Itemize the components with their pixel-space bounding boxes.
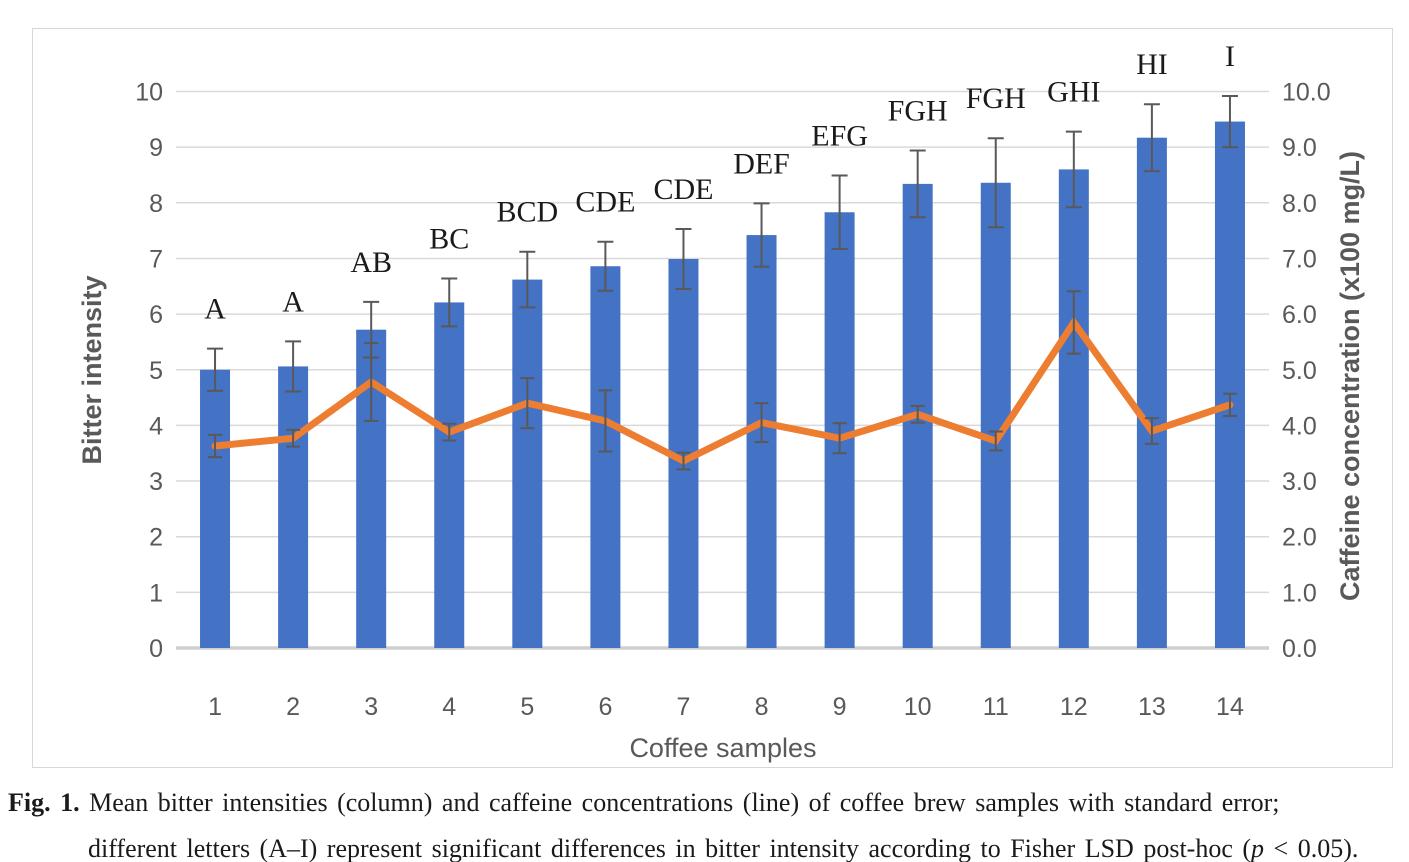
y-left-tick-labels: 0 1 2 3 4 5 6 7 8 9 10 xyxy=(135,79,163,664)
y-left-tick-label: 7 xyxy=(149,245,163,273)
significance-letter: CDE xyxy=(575,186,635,219)
x-tick-label: 3 xyxy=(364,693,378,721)
bar-error-bars xyxy=(207,94,1238,393)
caption-text-line2-end: < 0.05). xyxy=(1264,834,1359,862)
figure-caption-line2: different letters (A–I) represent signif… xyxy=(88,834,1358,862)
x-tick-labels: 1 2 3 4 5 6 7 8 9 10 11 12 13 14 xyxy=(208,693,1244,721)
y-right-tick-label: 8.0 xyxy=(1282,190,1317,218)
y-left-tick-label: 10 xyxy=(135,79,163,107)
x-tick-label: 4 xyxy=(442,693,456,721)
significance-letter: DEF xyxy=(733,147,790,180)
y-right-tick-label: 2.0 xyxy=(1282,524,1317,552)
x-tick-label: 2 xyxy=(286,693,300,721)
x-tick-label: 8 xyxy=(755,693,769,721)
significance-letter: I xyxy=(1225,40,1235,73)
y-left-tick-label: 0 xyxy=(149,635,163,663)
bar xyxy=(200,369,231,648)
x-tick-label: 12 xyxy=(1060,693,1088,721)
x-tick-label: 10 xyxy=(904,693,932,721)
x-tick-label: 13 xyxy=(1138,693,1166,721)
figure-caption-line1: Fig. 1. Mean bitter intensities (column)… xyxy=(8,788,1280,818)
bar xyxy=(512,279,543,648)
bar xyxy=(278,366,309,648)
significance-letter: A xyxy=(282,285,304,318)
caffeine-polyline xyxy=(211,316,1234,465)
significance-letters: A A AB BC BCD CDE CDE DEF EFG FGH FGH GHI HI I xyxy=(204,40,1235,326)
y-right-axis-title: Caffeine concentration (x100 mg/L) xyxy=(1335,151,1365,601)
y-right-tick-label: 10.0 xyxy=(1282,79,1331,107)
x-tick-label: 6 xyxy=(598,693,612,721)
figure-number-label: Fig. 1. xyxy=(8,788,80,817)
significance-letter: BC xyxy=(429,222,469,255)
significance-letter: FGH xyxy=(888,94,948,127)
x-tick-label: 14 xyxy=(1216,693,1244,721)
bar xyxy=(1136,137,1167,648)
line-error-bars xyxy=(208,290,1237,471)
y-left-tick-label: 1 xyxy=(149,579,163,607)
x-tick-label: 5 xyxy=(520,693,534,721)
y-left-tick-label: 5 xyxy=(149,357,163,385)
significance-letter: EFG xyxy=(811,119,868,152)
significance-letter: FGH xyxy=(966,82,1026,115)
significance-letter: HI xyxy=(1136,48,1168,81)
bar xyxy=(1214,121,1245,648)
caption-text-line2: different letters (A–I) represent signif… xyxy=(88,834,1252,862)
x-tick-label: 11 xyxy=(983,693,1009,721)
y-right-tick-label: 4.0 xyxy=(1282,412,1317,440)
y-left-tick-label: 9 xyxy=(149,134,163,162)
significance-letter: GHI xyxy=(1047,76,1100,109)
y-right-tick-label: 7.0 xyxy=(1282,245,1317,273)
y-left-tick-label: 2 xyxy=(149,524,163,552)
y-right-tick-label: 0.0 xyxy=(1282,635,1317,663)
significance-letter: CDE xyxy=(653,173,713,206)
y-right-tick-label: 3.0 xyxy=(1282,468,1317,496)
y-right-tick-labels: 0.0 1.0 2.0 3.0 4.0 5.0 6.0 7.0 8.0 9.0 10.0 xyxy=(1282,79,1331,664)
x-tick-label: 7 xyxy=(677,693,691,721)
y-left-tick-label: 8 xyxy=(149,190,163,218)
y-right-tick-label: 1.0 xyxy=(1282,579,1317,607)
caffeine-line xyxy=(211,316,1234,465)
significance-letter: BCD xyxy=(496,196,558,229)
bar xyxy=(980,182,1011,649)
y-right-tick-label: 9.0 xyxy=(1282,134,1317,162)
bar xyxy=(434,302,465,648)
bar xyxy=(590,266,621,648)
x-tick-label: 1 xyxy=(208,693,222,721)
significance-letter: AB xyxy=(350,246,392,279)
caption-text-line1: Mean bitter intensities (column) and caf… xyxy=(79,788,1280,817)
y-right-tick-label: 6.0 xyxy=(1282,301,1317,329)
bar xyxy=(1058,169,1089,648)
y-left-tick-label: 6 xyxy=(149,301,163,329)
y-left-tick-label: 3 xyxy=(149,468,163,496)
x-axis-title: Coffee samples xyxy=(629,733,816,763)
y-left-axis-title: Bitter intensity xyxy=(77,275,107,464)
x-tick-label: 9 xyxy=(833,693,847,721)
caption-p-symbol: p xyxy=(1251,834,1265,862)
y-left-tick-label: 4 xyxy=(149,412,163,440)
y-right-tick-label: 5.0 xyxy=(1282,357,1317,385)
bars xyxy=(200,121,1245,649)
significance-letter: A xyxy=(204,293,226,326)
